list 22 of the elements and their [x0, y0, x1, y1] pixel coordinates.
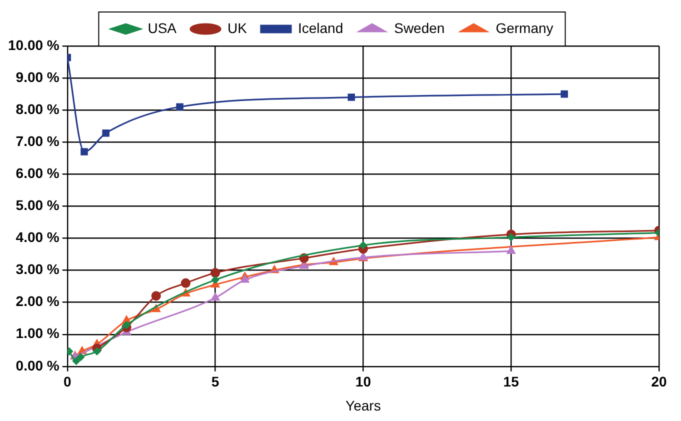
x-tick-label: 20 [651, 374, 667, 390]
legend-label: USA [148, 20, 178, 36]
y-tick-label: 0.00 % [16, 357, 60, 374]
y-tick-label: 6.00 % [16, 165, 60, 182]
y-tick-label: 2.00 % [16, 293, 60, 310]
y-tick-label: 9.00 % [16, 68, 60, 85]
y-tick-label: 1.00 % [16, 325, 60, 342]
y-tick-label: 4.00 % [16, 229, 60, 246]
legend-label: Sweden [394, 20, 445, 36]
x-tick-label: 0 [63, 374, 72, 390]
x-tick-label: 15 [503, 374, 520, 390]
legend-label: Iceland [298, 20, 344, 36]
x-axis-title: Years [346, 397, 381, 414]
y-tick-label: 8.00 % [16, 100, 60, 117]
y-tick-label: 10.00 % [8, 36, 60, 53]
y-tick-label: 3.00 % [16, 261, 60, 278]
y-tick-label: 7.00 % [16, 132, 60, 149]
legend-label: Germany [496, 20, 554, 36]
legend-label: UK [228, 20, 248, 36]
y-tick-label: 5.00 % [16, 197, 60, 214]
x-tick-label: 5 [211, 374, 220, 390]
x-tick-label: 10 [355, 374, 372, 390]
